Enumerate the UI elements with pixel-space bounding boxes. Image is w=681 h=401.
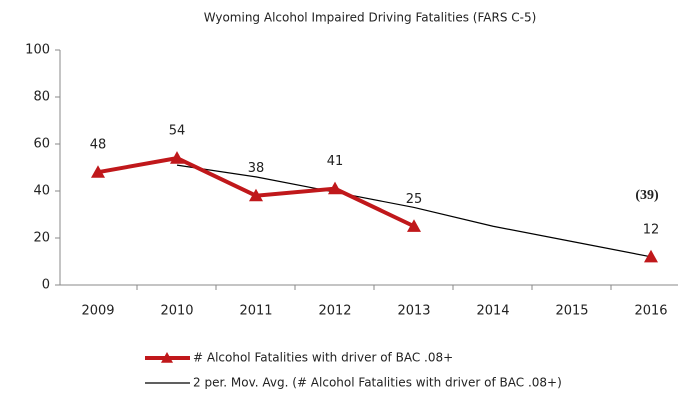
marker: [249, 188, 263, 202]
data-label: 41: [327, 154, 344, 169]
x-tick-label: 2009: [81, 304, 114, 319]
x-tick-label: 2011: [239, 304, 272, 319]
marker: [91, 165, 105, 178]
y-tick-label: 40: [33, 184, 50, 199]
marker: [170, 151, 184, 164]
data-label: 38: [248, 161, 265, 176]
marker: [407, 219, 421, 232]
x-tick-label: 2014: [476, 304, 509, 319]
x-tick-label: 2013: [397, 304, 430, 319]
series-line: [176, 164, 652, 258]
legend-label: 2 per. Mov. Avg. (# Alcohol Fatalities w…: [193, 376, 562, 390]
y-tick-label: 0: [42, 278, 50, 293]
marker: [328, 181, 342, 195]
x-tick-label: 2016: [634, 304, 667, 319]
x-tick-label: 2012: [318, 304, 351, 319]
chart-title: Wyoming Alcohol Impaired Driving Fatalit…: [204, 11, 537, 25]
y-tick-label: 80: [33, 90, 50, 105]
data-label: 12: [643, 222, 660, 237]
legend-marker: [161, 352, 173, 363]
data-label: 54: [169, 124, 186, 139]
marker: [644, 249, 658, 263]
annotation: (39): [635, 188, 659, 203]
x-tick-label: 2010: [160, 304, 193, 319]
x-tick-label: 2015: [555, 304, 588, 319]
data-label: 48: [90, 138, 107, 153]
legend-label: # Alcohol Fatalities with driver of BAC …: [193, 351, 453, 365]
y-tick-label: 20: [33, 231, 50, 246]
y-tick-label: 100: [25, 43, 50, 58]
y-tick-label: 60: [33, 137, 50, 152]
data-label: 25: [406, 192, 423, 207]
